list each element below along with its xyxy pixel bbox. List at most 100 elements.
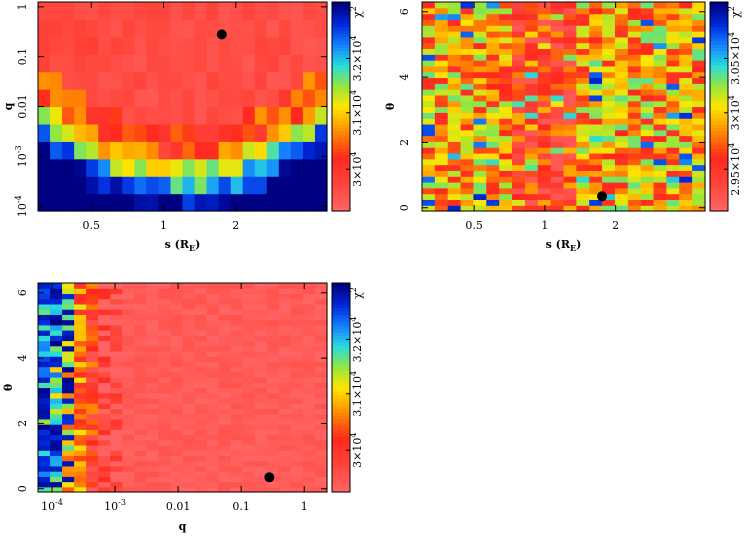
- heatmap-cell: [290, 397, 304, 404]
- heatmap-cell: [134, 450, 147, 457]
- heatmap-cell: [666, 31, 680, 38]
- heatmap-cell: [86, 106, 99, 125]
- heatmap-cell: [74, 486, 87, 493]
- heatmap-cell: [499, 176, 513, 183]
- heatmap-cell: [74, 193, 87, 212]
- heatmap-cell: [158, 309, 172, 315]
- heatmap-cell: [563, 94, 577, 102]
- heatmap-cell: [602, 118, 616, 125]
- heatmap-cell: [170, 403, 184, 409]
- heatmap-cell: [512, 106, 526, 113]
- heatmap-cell: [170, 356, 184, 362]
- heatmap-cell: [640, 199, 655, 206]
- heatmap-cell: [486, 36, 500, 44]
- heatmap-cell: [627, 205, 642, 212]
- heatmap-cell: [218, 54, 232, 73]
- heatmap-cell: [122, 309, 135, 315]
- heatmap-cell: [62, 408, 75, 415]
- heatmap-cell: [122, 2, 135, 21]
- heatmap-cell: [110, 361, 123, 368]
- heatmap-cell: [230, 481, 244, 488]
- heatmap-cell: [266, 424, 280, 430]
- heatmap-cell: [122, 283, 135, 289]
- heatmap-cell: [242, 450, 256, 457]
- colorbar-segment: [332, 453, 350, 458]
- heatmap-cell: [314, 345, 328, 352]
- heatmap-cell: [302, 377, 316, 383]
- heatmap-cell: [537, 60, 552, 67]
- heatmap-cell: [74, 309, 87, 315]
- heatmap-cell: [230, 298, 244, 305]
- heatmap-cell: [302, 481, 316, 488]
- heatmap-cell: [266, 309, 280, 315]
- heatmap-cell: [194, 382, 208, 389]
- heatmap-cell: [460, 94, 475, 102]
- heatmap-cell: [122, 413, 135, 420]
- heatmap-cell: [447, 141, 462, 148]
- heatmap-cell: [290, 345, 304, 352]
- heatmap-cell: [206, 309, 220, 315]
- heatmap-cell: [110, 450, 123, 457]
- x-tick-label: 0.1: [232, 500, 250, 513]
- x-tick-label: 2: [612, 219, 619, 232]
- colorbar-segment: [710, 148, 728, 153]
- heatmap-cell: [666, 54, 680, 61]
- heatmap-cell: [653, 54, 668, 61]
- heatmap-cell: [473, 19, 487, 26]
- heatmap-cell: [134, 471, 147, 477]
- heatmap-cell: [206, 450, 220, 457]
- heatmap-cell: [460, 36, 475, 44]
- heatmap-cell: [692, 94, 706, 102]
- heatmap-cell: [206, 429, 220, 436]
- heatmap-cell: [62, 106, 75, 125]
- heatmap-cell: [550, 65, 565, 73]
- heatmap-cell: [314, 471, 328, 477]
- colorbar-segment: [332, 349, 350, 354]
- heatmap-cell: [206, 288, 220, 295]
- heatmap-cell: [86, 176, 99, 195]
- colorbar-segment: [710, 120, 728, 125]
- heatmap-cell: [524, 187, 539, 195]
- heatmap-cell: [290, 193, 304, 212]
- heatmap-cell: [242, 408, 256, 415]
- heatmap-cell: [653, 100, 668, 108]
- heatmap-cell: [194, 340, 208, 347]
- colorbar-segment: [332, 425, 350, 430]
- heatmap-cell: [242, 366, 256, 373]
- heatmap-cell: [242, 382, 256, 389]
- heatmap-cell: [146, 366, 160, 373]
- heatmap-cell: [589, 65, 603, 73]
- heatmap-cell: [576, 60, 590, 67]
- heatmap-cell: [537, 48, 552, 55]
- colorbar-segment: [332, 85, 350, 90]
- heatmap-cell: [122, 439, 135, 446]
- heatmap-cell: [563, 36, 577, 44]
- heatmap-cell: [38, 340, 51, 347]
- heatmap-cell: [602, 36, 616, 44]
- heatmap-cell: [627, 199, 642, 206]
- heatmap-cell: [182, 392, 196, 399]
- heatmap-cell: [218, 176, 232, 195]
- heatmap-cell: [576, 187, 590, 195]
- heatmap-cell: [170, 371, 184, 378]
- y-tick-label: 4: [398, 74, 411, 81]
- heatmap-cell: [302, 176, 316, 195]
- heatmap-cell: [314, 460, 328, 467]
- heatmap-cell: [206, 303, 220, 310]
- heatmap-cell: [62, 340, 75, 347]
- heatmap-cell: [486, 83, 500, 90]
- heatmap-cell: [447, 118, 462, 125]
- heatmap-cell: [182, 36, 196, 55]
- heatmap-cell: [499, 193, 513, 200]
- heatmap-cell: [98, 434, 111, 441]
- heatmap-cell: [447, 129, 462, 137]
- heatmap-cell: [38, 434, 51, 441]
- heatmap-cell: [602, 13, 616, 21]
- colorbar-segment: [332, 331, 350, 336]
- heatmap-cell: [434, 129, 449, 137]
- heatmap-cell: [38, 455, 51, 462]
- heatmap-cell: [134, 324, 147, 331]
- heatmap-cell: [434, 147, 449, 154]
- heatmap-cell: [242, 345, 256, 352]
- colorbar-segment: [710, 123, 728, 128]
